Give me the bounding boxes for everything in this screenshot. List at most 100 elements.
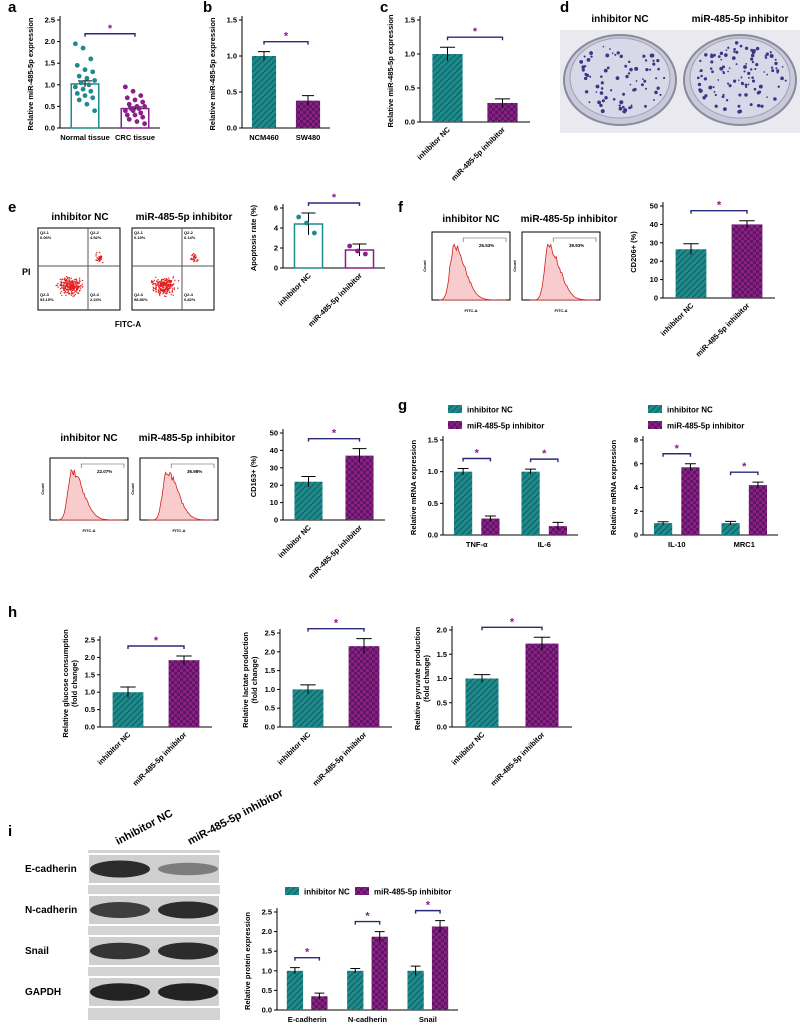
event — [75, 278, 78, 280]
significance-label: * — [473, 26, 478, 38]
colony — [722, 93, 725, 96]
event — [65, 291, 67, 294]
significance-bracket — [729, 471, 759, 476]
data-point — [296, 214, 302, 220]
error-bar — [435, 920, 445, 933]
colony — [733, 50, 736, 53]
axis-label: Count — [130, 483, 135, 495]
event — [57, 286, 59, 288]
event — [193, 257, 195, 259]
y-axis-label: Relative lactate production — [241, 632, 250, 728]
significance-label: * — [332, 428, 337, 440]
colony — [615, 76, 620, 81]
event — [98, 256, 100, 258]
legend-label: inhibitor NC — [304, 888, 350, 897]
event — [71, 289, 74, 292]
event — [168, 280, 171, 283]
y-tick-label: 30 — [650, 238, 658, 247]
y-axis-label: Relative mRNA expression — [409, 440, 418, 536]
quadrant-label: Q2-1 — [134, 230, 144, 235]
colony — [722, 70, 725, 73]
event — [100, 257, 102, 260]
event — [56, 284, 58, 286]
event — [80, 287, 82, 289]
x-tick-label: inhibitor NC — [415, 125, 452, 162]
significance-bracket — [662, 453, 692, 457]
colony — [581, 68, 585, 72]
bar — [653, 523, 673, 535]
blot-band — [158, 862, 218, 876]
y-tick-label: 0.5 — [85, 705, 95, 714]
event — [158, 287, 160, 290]
colony — [635, 80, 638, 82]
colony — [698, 88, 702, 92]
panel-label: e — [8, 199, 16, 216]
event — [95, 255, 97, 257]
colony — [602, 45, 605, 48]
colony — [756, 103, 761, 108]
data-point — [126, 101, 132, 107]
data-point — [78, 80, 84, 86]
x-tick-label: MRC1 — [734, 540, 755, 549]
event — [67, 287, 69, 289]
colony — [600, 81, 604, 85]
event — [65, 294, 67, 296]
colony — [625, 74, 629, 79]
event — [156, 280, 158, 283]
colony — [752, 48, 756, 52]
colony — [659, 93, 662, 96]
error-bar — [301, 95, 315, 106]
event — [152, 289, 154, 291]
colony — [644, 104, 647, 108]
error-bar — [356, 638, 372, 654]
event — [158, 280, 160, 283]
colony — [708, 85, 713, 90]
quadrant-label: Q2-3 — [134, 292, 144, 297]
legend-swatch — [285, 887, 299, 895]
blot-band — [158, 942, 218, 960]
data-point — [347, 243, 353, 249]
event — [173, 283, 175, 285]
colony — [622, 92, 626, 96]
y-tick-label: 50 — [650, 202, 658, 211]
y-tick-label: 1.5 — [45, 59, 55, 68]
y-axis-label: CD163+ (%) — [249, 455, 258, 497]
colony — [614, 53, 617, 56]
colony — [590, 55, 593, 58]
legend-swatch — [448, 421, 462, 429]
legend-swatch — [355, 887, 369, 895]
y-tick-label: 2.0 — [265, 647, 275, 656]
bar — [292, 689, 324, 727]
event — [81, 279, 84, 282]
event — [95, 253, 97, 255]
event — [159, 291, 162, 294]
event — [162, 289, 165, 292]
event — [190, 257, 193, 260]
data-point — [142, 121, 148, 127]
colony — [649, 53, 654, 58]
event — [73, 295, 76, 297]
event — [164, 282, 166, 284]
event — [158, 284, 160, 287]
data-point — [88, 56, 94, 62]
significance-label: * — [510, 616, 515, 628]
x-tick-label: miR-485-5p inhibitor — [131, 730, 189, 788]
event — [99, 259, 101, 262]
event — [193, 260, 195, 263]
colony — [743, 70, 746, 73]
y-tick-label: 50 — [270, 429, 278, 438]
colony — [733, 48, 736, 51]
colony — [745, 85, 748, 88]
colony — [640, 83, 644, 87]
event — [62, 281, 65, 284]
y-tick-label: 2 — [274, 244, 278, 253]
colony — [725, 49, 728, 52]
y-tick-label: 0.0 — [45, 124, 55, 133]
bar — [348, 646, 380, 727]
quadrant-label: 0.14% — [184, 235, 196, 240]
event — [60, 279, 63, 281]
colony — [696, 76, 700, 80]
event — [160, 284, 163, 286]
colony — [740, 81, 744, 85]
bar — [112, 692, 144, 727]
